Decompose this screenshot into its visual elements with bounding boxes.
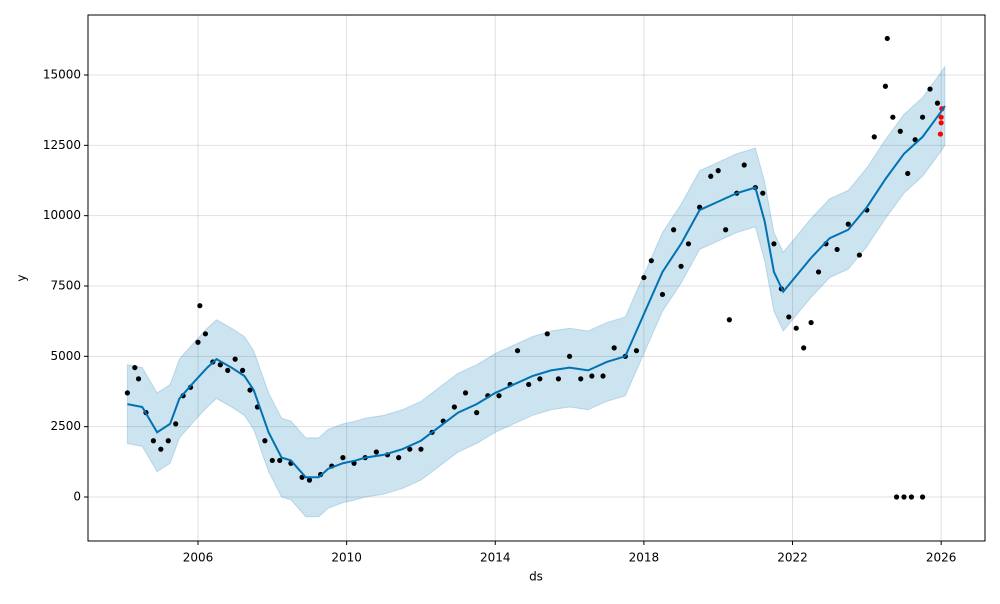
- uncertainty-band: [126, 64, 946, 518]
- data-point: [537, 376, 543, 382]
- data-point: [834, 246, 840, 253]
- data-point: [801, 345, 807, 351]
- data-point: [633, 348, 640, 354]
- data-point: [871, 134, 877, 140]
- data-point: [715, 168, 721, 174]
- data-point: [474, 410, 480, 416]
- data-point: [544, 331, 550, 337]
- x-tick-label: 2010: [331, 551, 362, 565]
- data-point: [845, 221, 851, 227]
- data-point: [462, 390, 469, 396]
- data-point: [678, 263, 684, 269]
- data-point: [919, 114, 926, 120]
- data-point: [641, 274, 647, 281]
- data-point: [247, 387, 253, 393]
- data-point: [150, 438, 156, 444]
- data-point: [611, 345, 617, 351]
- data-point: [340, 455, 346, 461]
- y-tick-label: 15000: [43, 68, 81, 82]
- data-point: [496, 393, 502, 399]
- data-point: [418, 446, 424, 452]
- x-axis-label: ds: [529, 570, 543, 584]
- data-point: [396, 455, 402, 461]
- forecast-line: [127, 105, 946, 479]
- data-point: [937, 131, 944, 137]
- data-point: [451, 404, 457, 410]
- data-point: [741, 162, 747, 168]
- data-point: [793, 325, 799, 331]
- data-point: [407, 446, 413, 452]
- data-point: [202, 331, 209, 337]
- data-point: [786, 314, 792, 320]
- data-point: [726, 317, 732, 323]
- x-tick-label: 2022: [777, 551, 808, 565]
- data-point: [277, 457, 283, 464]
- data-point: [708, 173, 714, 179]
- data-point: [901, 494, 907, 500]
- data-point: [600, 373, 606, 379]
- data-point: [589, 373, 595, 379]
- y-tick-label: 10000: [43, 208, 81, 222]
- data-point: [514, 348, 521, 354]
- data-point: [927, 86, 933, 92]
- data-point: [217, 362, 223, 368]
- data-point: [884, 35, 890, 42]
- data-point: [578, 376, 584, 382]
- x-tick-label: 2026: [926, 551, 957, 565]
- x-tick-label: 2014: [480, 551, 511, 565]
- data-point: [890, 114, 896, 120]
- data-point: [919, 494, 926, 500]
- data-point: [934, 100, 941, 106]
- data-point: [648, 258, 654, 264]
- data-point: [195, 339, 201, 345]
- data-point: [262, 438, 268, 444]
- data-point: [938, 114, 944, 120]
- data-point: [912, 137, 918, 143]
- data-point: [124, 390, 130, 396]
- data-point: [225, 367, 231, 374]
- data-point: [555, 376, 562, 382]
- data-point: [165, 438, 171, 444]
- data-point: [197, 303, 203, 309]
- data-point: [132, 364, 138, 371]
- x-tick-label: 2018: [629, 551, 660, 565]
- data-point: [566, 353, 573, 359]
- x-tick-label: 2006: [183, 551, 214, 565]
- y-tick-label: 5000: [50, 349, 81, 363]
- data-point: [882, 83, 889, 89]
- data-point: [306, 477, 313, 483]
- data-point: [908, 494, 915, 500]
- data-point: [173, 421, 179, 427]
- data-point: [671, 227, 677, 233]
- data-point: [158, 446, 164, 452]
- data-point: [893, 494, 900, 500]
- data-point: [373, 449, 379, 455]
- y-tick-label: 7500: [50, 279, 81, 293]
- data-point: [897, 128, 903, 134]
- data-point: [659, 291, 666, 298]
- y-tick-label: 0: [73, 490, 81, 504]
- data-point: [239, 367, 246, 374]
- data-point: [808, 319, 814, 326]
- data-point: [685, 241, 692, 247]
- y-tick-label: 12500: [43, 138, 81, 152]
- data-point: [232, 356, 238, 362]
- data-point: [723, 227, 729, 233]
- data-point: [135, 376, 142, 382]
- data-point: [905, 170, 911, 177]
- plot-frame: [87, 14, 986, 542]
- data-point: [269, 457, 275, 464]
- data-point: [815, 269, 822, 275]
- data-point: [526, 381, 532, 388]
- data-point: [771, 241, 777, 247]
- data-point: [938, 120, 944, 126]
- data-point: [856, 252, 863, 258]
- y-tick-label: 2500: [50, 419, 81, 433]
- data-point: [760, 190, 766, 196]
- y-axis-label: y: [15, 274, 29, 281]
